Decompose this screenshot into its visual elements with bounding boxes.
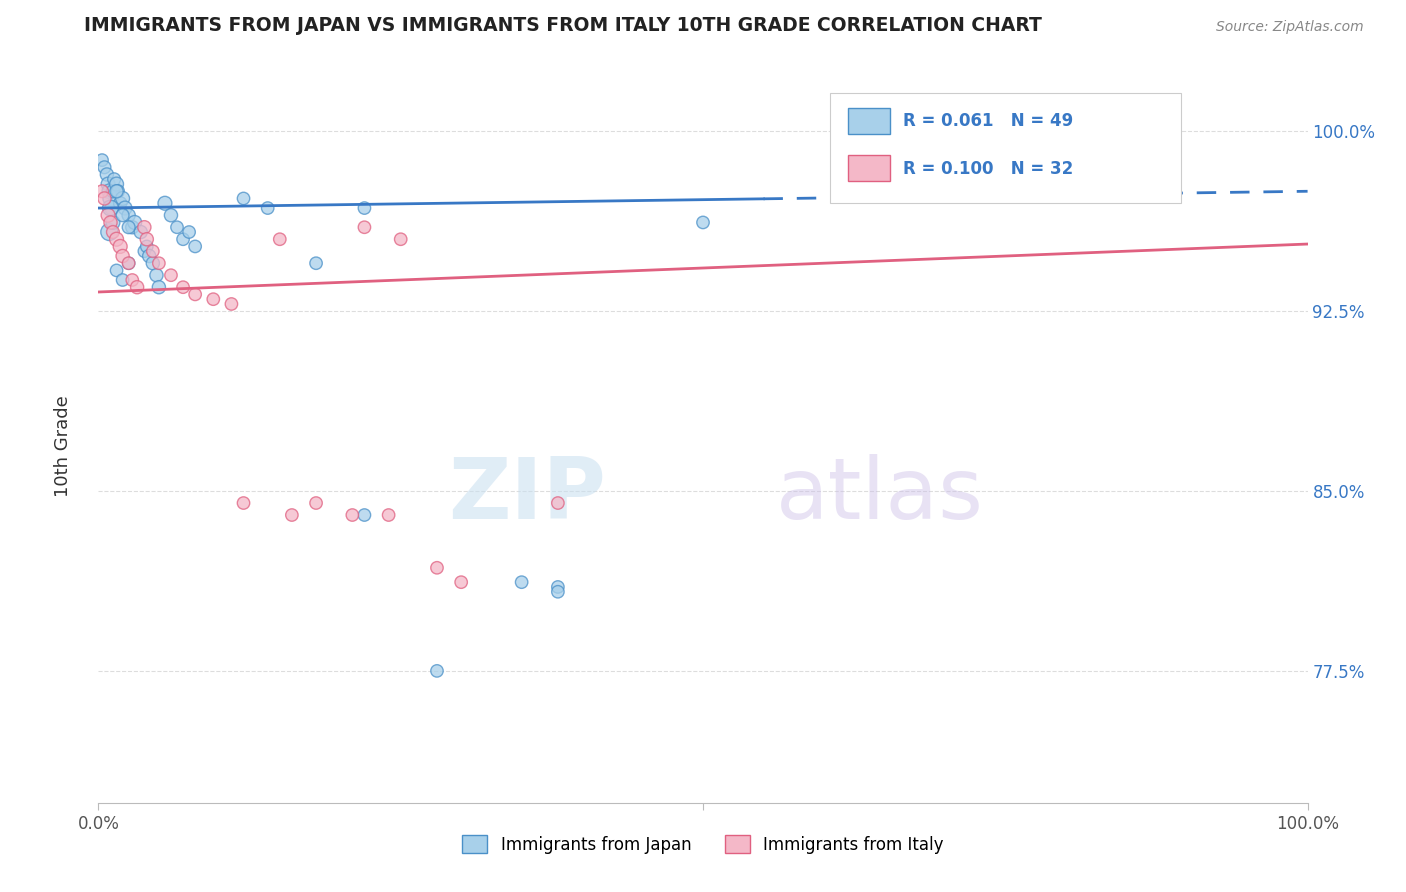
Point	[426, 664, 449, 678]
Point	[547, 580, 569, 594]
Point	[93, 191, 115, 205]
Point	[127, 280, 149, 294]
Point	[118, 208, 141, 222]
Point	[353, 220, 375, 235]
Point	[166, 220, 188, 235]
Point	[281, 508, 304, 522]
Point	[111, 249, 134, 263]
Point	[111, 273, 134, 287]
Point	[100, 201, 122, 215]
Point	[124, 215, 146, 229]
Point	[101, 184, 124, 198]
Point	[111, 191, 134, 205]
Point	[108, 196, 131, 211]
Point	[426, 561, 449, 575]
Point	[105, 184, 128, 198]
Point	[97, 177, 120, 191]
Point	[100, 215, 122, 229]
Point	[389, 232, 412, 246]
FancyBboxPatch shape	[848, 108, 890, 134]
Point	[98, 184, 121, 198]
Point	[121, 273, 143, 287]
Point	[108, 239, 131, 253]
Text: R = 0.061   N = 49: R = 0.061 N = 49	[903, 112, 1073, 130]
Text: Source: ZipAtlas.com: Source: ZipAtlas.com	[1216, 21, 1364, 34]
Point	[547, 496, 569, 510]
Point	[135, 232, 157, 246]
Point	[305, 256, 328, 270]
Point	[135, 239, 157, 253]
Point	[692, 215, 714, 229]
Point	[91, 153, 114, 167]
Point	[353, 201, 375, 215]
Point	[97, 208, 120, 222]
Point	[111, 208, 134, 222]
Point	[107, 184, 129, 198]
Text: 10th Grade: 10th Grade	[55, 395, 72, 497]
Point	[148, 280, 170, 294]
Point	[118, 256, 141, 270]
FancyBboxPatch shape	[848, 155, 890, 181]
Point	[377, 508, 399, 522]
Point	[101, 225, 124, 239]
Point	[101, 215, 124, 229]
Point	[118, 220, 141, 235]
Point	[342, 508, 364, 522]
Point	[153, 196, 176, 211]
Point	[134, 244, 156, 259]
Point	[129, 225, 152, 239]
Point	[221, 297, 243, 311]
Point	[105, 232, 128, 246]
Point	[142, 244, 165, 259]
Point	[103, 172, 125, 186]
Point	[202, 292, 225, 306]
Point	[353, 508, 375, 522]
Point	[98, 225, 121, 239]
Point	[184, 287, 207, 301]
Point	[450, 575, 472, 590]
Point	[121, 220, 143, 235]
Point	[269, 232, 291, 246]
Point	[96, 168, 118, 182]
Point	[179, 225, 201, 239]
Point	[172, 280, 194, 294]
Point	[547, 584, 569, 599]
Point	[184, 239, 207, 253]
Point	[105, 263, 128, 277]
FancyBboxPatch shape	[830, 94, 1181, 203]
Point	[510, 575, 533, 590]
Text: R = 0.100   N = 32: R = 0.100 N = 32	[903, 160, 1073, 178]
Point	[91, 184, 114, 198]
Point	[148, 256, 170, 270]
Point	[134, 220, 156, 235]
Point	[105, 177, 128, 191]
Point	[256, 201, 278, 215]
Point	[305, 496, 328, 510]
Point	[142, 256, 165, 270]
Point	[145, 268, 167, 283]
Point	[114, 201, 136, 215]
Point	[160, 208, 183, 222]
Text: ZIP: ZIP	[449, 454, 606, 537]
Point	[138, 249, 160, 263]
Point	[100, 191, 122, 205]
Legend: Immigrants from Japan, Immigrants from Italy: Immigrants from Japan, Immigrants from I…	[456, 829, 950, 860]
Text: IMMIGRANTS FROM JAPAN VS IMMIGRANTS FROM ITALY 10TH GRADE CORRELATION CHART: IMMIGRANTS FROM JAPAN VS IMMIGRANTS FROM…	[84, 16, 1042, 35]
Point	[118, 256, 141, 270]
Point	[100, 201, 122, 215]
Point	[93, 161, 115, 175]
Text: atlas: atlas	[776, 454, 984, 537]
Point	[232, 496, 254, 510]
Point	[172, 232, 194, 246]
Point	[160, 268, 183, 283]
Point	[232, 191, 254, 205]
